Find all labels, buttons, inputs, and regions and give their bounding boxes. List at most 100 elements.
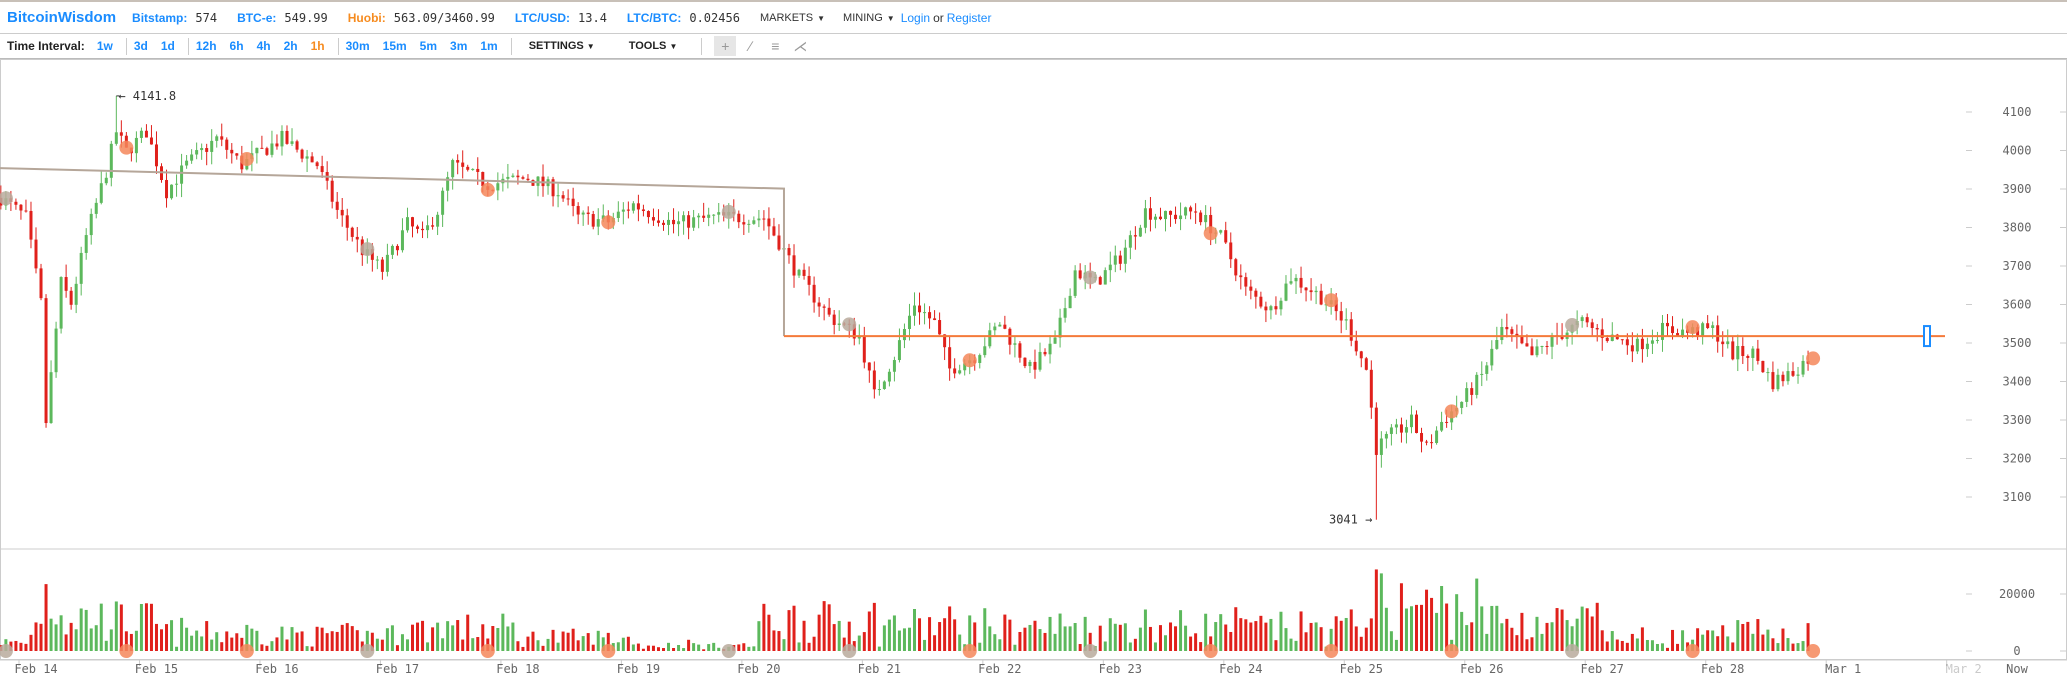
fan-icon[interactable]: ⋌: [793, 37, 808, 54]
interval-3d[interactable]: 3d: [133, 39, 148, 53]
volume-bar: [872, 602, 876, 651]
volume-bar: [561, 631, 565, 651]
volume-bar: [1716, 636, 1720, 651]
volume-bar: [1435, 612, 1439, 651]
crosshair-icon[interactable]: +: [714, 36, 737, 56]
price-chart[interactable]: 3100 3200 3300 3400 3500 3600 3700 3800 3900 4000…: [0, 59, 2067, 678]
interval-5m[interactable]: 5m: [419, 39, 438, 53]
volume-bar: [973, 622, 977, 651]
interval-6h[interactable]: 6h: [229, 39, 244, 53]
volume-bar: [215, 632, 219, 651]
volume-bar: [205, 621, 209, 651]
volume-bar: [134, 630, 138, 651]
logo[interactable]: BitcoinWisdom: [7, 9, 117, 26]
candle-body: [1179, 215, 1183, 220]
volume-bar: [1264, 622, 1268, 651]
candle-body: [1640, 338, 1644, 350]
candle-body: [687, 215, 691, 228]
candle-body: [1620, 339, 1624, 341]
candle-body: [1671, 326, 1675, 334]
interval-1h[interactable]: 1h: [310, 39, 325, 53]
interval-1w[interactable]: 1w: [96, 39, 113, 53]
candle-body: [1023, 357, 1027, 367]
volume-bar: [109, 629, 113, 651]
interval-4h[interactable]: 4h: [256, 39, 271, 53]
volume-bar: [1515, 635, 1519, 651]
interval-12h[interactable]: 12h: [195, 39, 217, 53]
candle-body: [636, 203, 640, 210]
candle-body: [1610, 334, 1614, 342]
volume-bar: [1364, 627, 1368, 651]
volume-bar: [1625, 642, 1629, 651]
volume-bar: [1590, 616, 1594, 651]
candle-body: [938, 320, 942, 335]
price-marker: [360, 242, 375, 257]
volume-bar: [320, 627, 324, 651]
candle-body: [1164, 210, 1167, 220]
candle-body: [506, 176, 510, 179]
interval-30m[interactable]: 30m: [345, 39, 370, 53]
toolbar: Time Interval: 1w 3d 1d 12h 6h 4h 2h 1h 30m 15m 5m…: [0, 34, 2067, 59]
volume-marker: [1444, 644, 1459, 658]
candle-body: [1274, 306, 1278, 310]
volume-bar: [325, 633, 329, 651]
volume-bar: [1284, 628, 1288, 651]
price-tick-label: 3700: [2003, 259, 2032, 273]
volume-bar: [1595, 602, 1599, 651]
volume-bar: [1204, 613, 1208, 651]
settings-menu[interactable]: SETTINGS ▼: [529, 40, 595, 52]
volume-bar: [521, 646, 525, 651]
register-link[interactable]: Register: [946, 10, 992, 25]
price-marker: [1083, 270, 1098, 285]
interval-3m[interactable]: 3m: [450, 39, 468, 53]
ticker-value: 0.02456: [689, 10, 740, 25]
candle-body: [692, 217, 696, 228]
line-icon[interactable]: ∕: [749, 38, 752, 54]
volume-bar: [1676, 643, 1680, 651]
login-link[interactable]: Login: [900, 10, 931, 25]
candle-body: [375, 259, 379, 261]
interval-1m[interactable]: 1m: [480, 39, 498, 53]
candle-body: [702, 215, 706, 218]
candle-body: [1294, 277, 1298, 282]
horizontal-lines-icon[interactable]: ≡: [771, 38, 780, 54]
markets-menu[interactable]: MARKETS ▼: [760, 12, 825, 24]
volume-bar: [887, 619, 891, 651]
candle-body: [481, 171, 485, 187]
candle-body: [144, 130, 148, 138]
candle-body: [84, 235, 88, 253]
candle-body: [119, 132, 123, 136]
volume-bar: [697, 644, 701, 651]
volume-bar: [1349, 609, 1353, 651]
candle-body: [426, 225, 430, 231]
volume-bar: [170, 620, 174, 651]
volume-bar: [1229, 631, 1233, 651]
candle-body: [1475, 374, 1479, 395]
candle-body: [651, 217, 655, 221]
tools-menu[interactable]: TOOLS ▼: [629, 40, 678, 52]
candle-body: [667, 219, 671, 225]
volume-bar: [752, 646, 756, 651]
volume-bar: [682, 648, 686, 651]
candle-body: [958, 370, 962, 374]
mining-menu[interactable]: MINING ▼: [843, 12, 895, 24]
candle-body: [165, 179, 169, 199]
volume-bar: [1184, 625, 1188, 651]
candle-body: [1224, 230, 1228, 243]
level-drag-handle[interactable]: [1923, 325, 1931, 348]
volume-bar: [641, 648, 645, 651]
candle-body: [1158, 216, 1162, 220]
interval-2h[interactable]: 2h: [283, 39, 298, 53]
volume-bar: [59, 615, 63, 651]
candle-body: [1445, 421, 1449, 423]
volume-bar: [385, 628, 389, 651]
candle-body: [79, 252, 83, 284]
volume-bar: [1053, 633, 1057, 651]
candle-body: [330, 180, 334, 202]
volume-bar: [707, 644, 711, 651]
volume-bar: [1781, 628, 1785, 651]
interval-15m[interactable]: 15m: [382, 39, 407, 53]
trend-line[interactable]: [0, 167, 785, 337]
volume-bar: [395, 645, 399, 651]
interval-1d[interactable]: 1d: [160, 39, 175, 53]
